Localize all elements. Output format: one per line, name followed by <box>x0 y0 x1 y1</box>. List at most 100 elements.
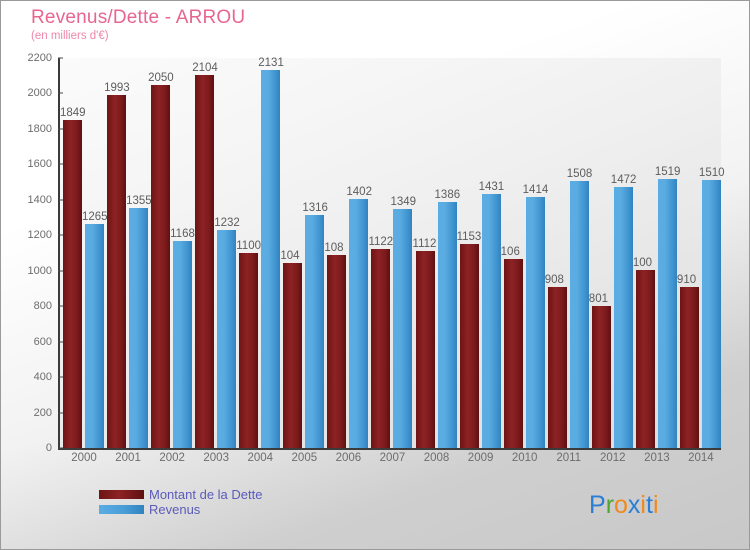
y-axis-tick-label: 2000 <box>27 87 52 100</box>
bar-value-label: 1355 <box>126 194 152 207</box>
bar-group: 2104 1232 <box>192 58 240 448</box>
bar-value-label: 1431 <box>478 181 505 194</box>
bar-group: 1153 1431 <box>457 58 504 448</box>
y-axis-tick-label: 1400 <box>27 193 52 206</box>
x-axis-tick-label: 2004 <box>247 452 274 464</box>
chart-subtitle: (en milliers d'€) <box>31 30 109 42</box>
x-axis-tick-label: 2014 <box>688 452 714 464</box>
bar-revenue[interactable]: 1265 <box>82 211 108 448</box>
y-axis-tick-mark <box>58 57 63 59</box>
bar-value-label: 100 <box>632 256 653 269</box>
bar-debt[interactable]: 1122 <box>368 236 393 448</box>
logo-letter: P <box>589 491 606 519</box>
logo-letter: r <box>605 491 615 519</box>
logo-letter: t <box>645 491 653 519</box>
bar-debt[interactable]: 2050 <box>148 72 174 448</box>
bar-revenue[interactable]: 1414 <box>523 184 548 448</box>
bar-debt[interactable]: 1153 <box>457 231 481 448</box>
bar-revenue[interactable]: 1519 <box>655 166 680 448</box>
bar-debt[interactable]: 2104 <box>192 62 218 448</box>
y-axis-tick-label: 400 <box>33 371 52 384</box>
y-axis-tick-mark <box>58 163 63 165</box>
bar-revenue[interactable]: 1510 <box>699 167 725 448</box>
bar-revenue[interactable]: 1402 <box>346 186 372 448</box>
bar-group: 1849 1265 <box>60 58 108 448</box>
legend-label: Montant de la Dette <box>149 487 263 502</box>
bar-debt[interactable]: 1993 <box>104 82 130 448</box>
bar-value-label: 1122 <box>368 236 394 249</box>
x-axis-tick-label: 2011 <box>556 452 582 464</box>
chart-header: Revenus/Dette - ARROU (en milliers d'€) <box>31 6 531 43</box>
bar-revenue[interactable]: 1431 <box>479 181 504 448</box>
y-axis-tick-label: 1200 <box>27 229 52 242</box>
bar-value-label: 1168 <box>170 227 195 240</box>
bar-value-label: 1386 <box>434 189 461 202</box>
y-axis-tick-mark <box>58 199 63 201</box>
bar-group: 108 1402 <box>324 58 372 448</box>
y-axis-tick-label: 1600 <box>27 158 52 171</box>
bar-revenue[interactable]: 1349 <box>390 196 416 448</box>
y-axis-tick-mark <box>58 305 63 307</box>
x-axis: 2000 2001 2002 2003 2004 2005 2006 2007 2008 2009… <box>60 452 721 472</box>
bar-value-label: 1316 <box>302 201 328 214</box>
logo-letter: i <box>640 491 646 519</box>
bar-debt[interactable]: 910 <box>677 274 699 448</box>
bar-value-label: 2050 <box>148 71 174 84</box>
bar-revenue[interactable]: 1386 <box>435 189 460 448</box>
x-axis-tick-label: 2003 <box>203 452 229 464</box>
legend-item-rev[interactable]: Revenus <box>99 502 262 517</box>
bar-value-label: 1414 <box>522 184 549 197</box>
bar-value-label: 2131 <box>258 57 284 70</box>
bar-debt[interactable]: 1112 <box>413 238 436 448</box>
bar-revenue[interactable]: 1508 <box>567 168 592 448</box>
bar-value-label: 1112 <box>412 237 437 250</box>
bar-group: 1122 1349 <box>368 58 416 448</box>
bar-value-label: 1472 <box>610 174 637 187</box>
bar-group: 2050 1168 <box>148 58 195 448</box>
x-axis-tick-label: 2000 <box>71 452 97 464</box>
y-axis-tick-label: 800 <box>33 300 52 313</box>
y-axis-tick-label: 1000 <box>27 264 52 277</box>
bar-value-label: 1519 <box>654 165 681 178</box>
y-axis-tick-label: 600 <box>33 335 52 348</box>
bar-revenue[interactable]: 1232 <box>214 217 240 448</box>
bar-debt[interactable]: 106 <box>501 246 523 448</box>
bar-value-label: 104 <box>280 249 300 262</box>
bar-debt[interactable]: 1100 <box>236 240 261 448</box>
bar-revenue[interactable]: 1168 <box>170 228 195 448</box>
x-axis-tick-label: 2010 <box>511 452 538 464</box>
logo-letter: o <box>614 491 628 519</box>
bar-group: 1100 2131 <box>236 57 284 448</box>
x-axis-tick-label: 2002 <box>159 452 185 464</box>
legend-label: Revenus <box>149 502 201 517</box>
proxiti-logo: Proxiti <box>589 490 659 520</box>
legend-item-debt[interactable]: Montant de la Dette <box>99 487 262 502</box>
bar-value-label: 908 <box>544 274 564 287</box>
bar-debt[interactable]: 908 <box>545 274 567 448</box>
y-axis-tick-mark <box>58 341 63 343</box>
bar-debt[interactable]: 100 <box>633 257 655 448</box>
bar-revenue[interactable]: 1472 <box>611 174 636 448</box>
bar-value-label: 1153 <box>456 230 482 243</box>
bars-layer: 1849 1265 1993 1355 2050 1168 2104 1232 1100 2131… <box>60 57 725 448</box>
bar-value-label: 1100 <box>236 240 261 252</box>
bar-value-label: 1849 <box>60 107 86 120</box>
bar-value-label: 108 <box>324 241 344 254</box>
bar-revenue[interactable]: 2131 <box>258 57 284 448</box>
y-axis-tick-mark <box>58 412 63 414</box>
bar-value-label: 801 <box>588 293 608 306</box>
x-axis-tick-label: 2012 <box>600 452 626 464</box>
bar-group: 908 1508 <box>545 58 592 448</box>
bar-value-label: 1349 <box>390 195 417 208</box>
bar-debt[interactable]: 104 <box>280 250 303 448</box>
bar-value-label: 1510 <box>698 167 725 180</box>
x-axis-tick-label: 2005 <box>291 452 318 464</box>
bar-debt[interactable]: 1849 <box>60 107 86 448</box>
bar-revenue[interactable]: 1355 <box>126 195 152 448</box>
bar-revenue[interactable]: 1316 <box>302 202 328 448</box>
bar-debt[interactable]: 108 <box>324 242 347 448</box>
legend-swatch-debt <box>99 490 144 499</box>
logo-letter: i <box>652 491 659 519</box>
bar-debt[interactable]: 801 <box>589 293 611 448</box>
